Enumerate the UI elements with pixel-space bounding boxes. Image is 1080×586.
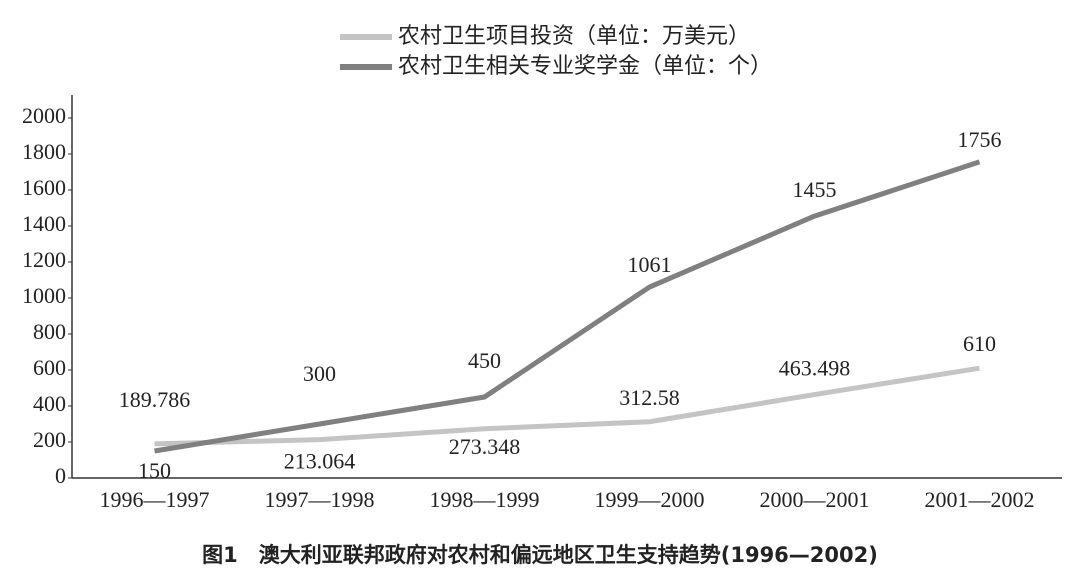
y-tick-label: 400 [33,391,66,416]
y-tick-label: 1200 [22,247,66,272]
data-label: 610 [963,331,996,356]
x-tick-label: 1996—1997 [100,487,210,512]
legend-label: 农村卫生项目投资（单位：万美元） [398,24,750,49]
x-tick-label: 1999—2000 [595,487,705,512]
x-tick-label: 2000—2001 [760,487,870,512]
chart-title: 图1 澳大利亚联邦政府对农村和偏远地区卫生支持趋势(1996—2002) [202,543,878,567]
y-tick-label: 800 [33,319,66,344]
data-label: 463.498 [779,356,851,381]
x-tick-label: 1997—1998 [265,487,375,512]
y-tick-label: 200 [33,427,66,452]
data-label: 150 [138,458,171,483]
data-label: 1061 [628,252,672,277]
y-tick-label: 600 [33,355,66,380]
data-label: 189.786 [119,387,191,412]
data-label: 312.58 [619,385,680,410]
data-label: 273.348 [449,434,521,459]
data-label: 450 [468,348,501,373]
data-label: 1756 [958,127,1002,152]
y-tick-label: 1000 [22,283,66,308]
data-label: 1455 [793,177,837,202]
data-label: 300 [303,361,336,386]
x-tick-label: 1998—1999 [430,487,540,512]
x-tick-label: 2001—2002 [925,487,1035,512]
y-tick-label: 1600 [22,175,66,200]
y-tick-label: 1400 [22,211,66,236]
series-line [154,159,981,454]
y-tick-label: 0 [55,463,66,488]
legend-label: 农村卫生相关专业奖学金（单位：个） [398,54,772,79]
series-line [154,365,980,447]
y-tick-label: 1800 [22,139,66,164]
y-tick-label: 2000 [22,103,66,128]
data-label: 213.064 [284,449,356,474]
